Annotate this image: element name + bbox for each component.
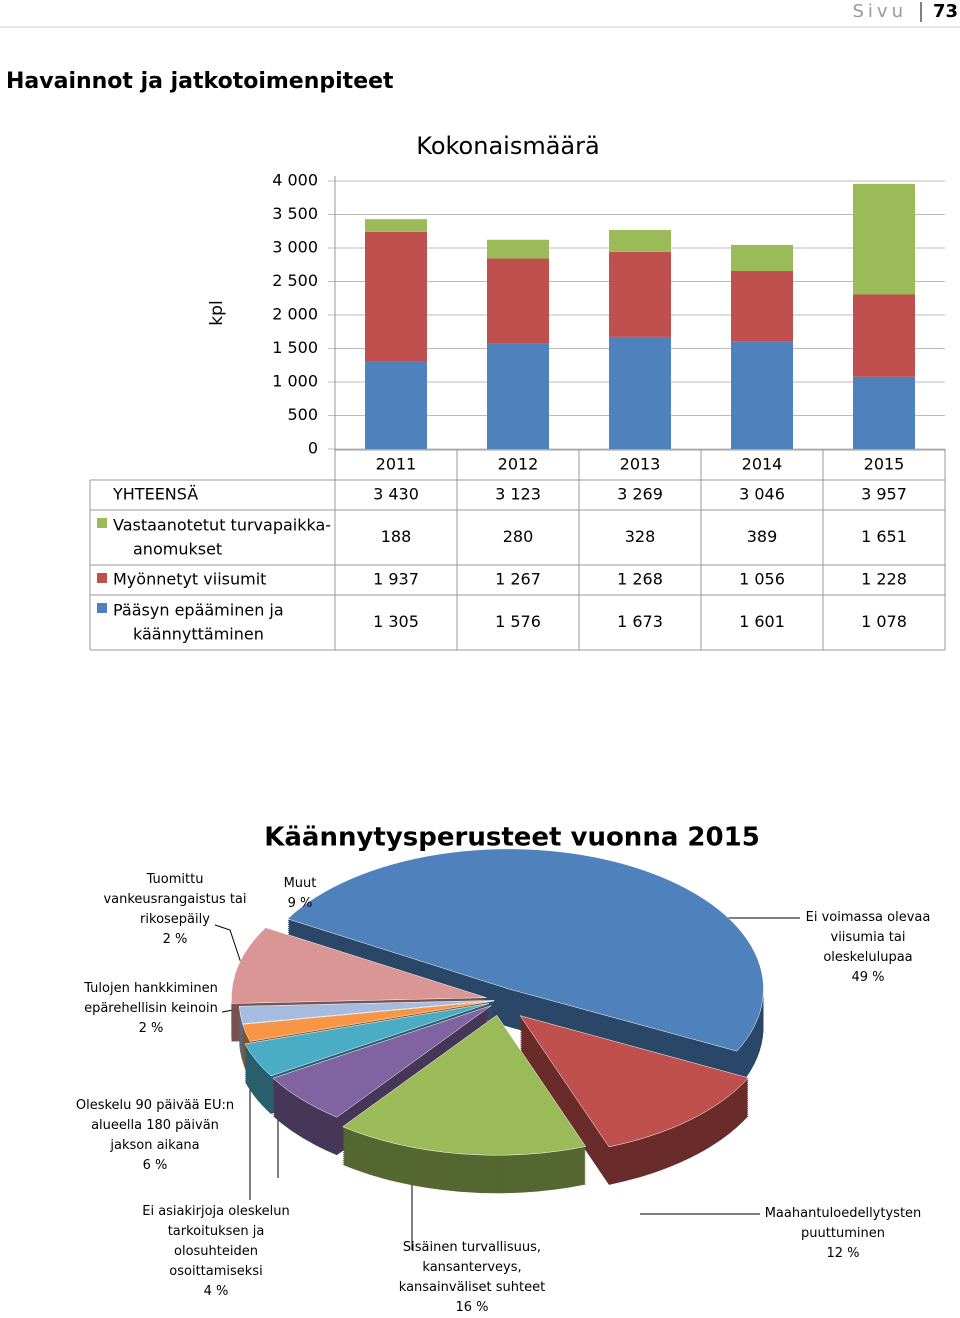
slice-value: 9 % <box>287 896 313 911</box>
bar-segment <box>365 361 427 449</box>
table-value: 3 123 <box>495 485 541 504</box>
bar-segment <box>731 270 793 342</box>
table-value: 1 576 <box>495 612 541 631</box>
chart-title: Kokonaismäärä <box>416 132 599 160</box>
bar-segment <box>487 343 549 449</box>
legend-swatch <box>97 603 107 613</box>
slice-label: Ei voimassa olevaa viisumia tai oleskelu… <box>793 908 943 988</box>
bar-segment <box>609 336 671 449</box>
table-value: 3 046 <box>739 485 785 504</box>
slice-name: Maahantuloedellytysten puuttuminen <box>764 1206 922 1241</box>
page-label: Sivu <box>853 1 908 22</box>
table-value: 188 <box>381 527 412 546</box>
slice-name: Muut <box>283 876 317 891</box>
bar-segment <box>365 231 427 362</box>
legend-entry: YHTEENSÄ <box>112 485 198 504</box>
legend-entry: Pääsyn epääminen ja käännyttäminen <box>113 600 284 643</box>
y-axis-label: kpl <box>207 300 227 325</box>
y-tick-label: 3 000 <box>272 238 318 257</box>
table-value: 1 305 <box>373 612 419 631</box>
x-tick-label: 2015 <box>864 455 905 474</box>
table-value: 1 601 <box>739 612 785 631</box>
legend-entry: Vastaanotetut turvapaikka-anomukset <box>113 515 331 558</box>
slice-value: 6 % <box>142 1158 168 1173</box>
slice-name: Tuomittu vankeusrangaistus tai rikosepäi… <box>103 872 247 927</box>
bar-segment <box>609 251 671 337</box>
legend-swatch <box>97 573 107 583</box>
y-tick-label: 2 500 <box>272 271 318 290</box>
bar-segment <box>853 376 915 449</box>
table-value: 1 056 <box>739 570 785 589</box>
slice-label: Oleskelu 90 päivää EU:n alueella 180 päi… <box>75 1096 235 1176</box>
y-tick-label: 4 000 <box>272 171 318 190</box>
pie-slice <box>342 1014 587 1156</box>
heading: Havainnot ja jatkotoimenpiteet <box>6 69 394 94</box>
slice-label: Muut 9 % <box>270 874 330 914</box>
table-value: 1 651 <box>861 527 907 546</box>
x-tick-label: 2014 <box>742 455 783 474</box>
y-tick-label: 1 000 <box>272 372 318 391</box>
bar-chart: Kokonaismäärä kpl 0 500 1 000 1 500 2 000 2 500… <box>89 132 946 651</box>
slice-value: 49 % <box>851 970 885 985</box>
table-value: 1 673 <box>617 612 663 631</box>
table-value: 389 <box>747 527 778 546</box>
legend-entry: Myönnetyt viisumit <box>113 570 266 589</box>
slice-label: Tulojen hankkiminen epärehellisin keinoi… <box>71 979 231 1039</box>
pie-slice <box>238 1000 495 1025</box>
x-tick-label: 2011 <box>376 455 417 474</box>
bar-segment <box>487 239 549 259</box>
slice-name: Sisäinen turvallisuus, kansanterveys, ka… <box>398 1240 546 1295</box>
y-tick-label: 500 <box>287 405 318 424</box>
table-value: 280 <box>503 527 534 546</box>
slice-name: Oleskelu 90 päivää EU:n alueella 180 päi… <box>75 1098 235 1153</box>
x-tick-label: 2013 <box>620 455 661 474</box>
page-number: 73 <box>933 1 958 22</box>
table-value: 1 078 <box>861 612 907 631</box>
slice-value: 12 % <box>826 1246 860 1261</box>
bar-segment <box>609 229 671 252</box>
bar-segment <box>487 258 549 344</box>
slice-label: Ei asiakirjoja oleskelun tarkoituksen ja… <box>131 1202 301 1302</box>
pie-chart: Käännytysperusteet vuonna 2015 <box>214 823 800 1250</box>
bar-segment <box>731 244 793 271</box>
table-value: 328 <box>625 527 656 546</box>
table-value: 1 268 <box>617 570 663 589</box>
bar-segment <box>731 341 793 449</box>
bar-segment <box>365 219 427 232</box>
slice-label: Tuomittu vankeusrangaistus tai rikosepäi… <box>95 870 255 950</box>
y-tick-label: 0 <box>308 439 318 458</box>
pie-slice <box>519 1015 749 1148</box>
bar-segment <box>853 183 915 295</box>
table-value: 3 430 <box>373 485 419 504</box>
slice-name: Tulojen hankkiminen epärehellisin keinoi… <box>84 981 218 1016</box>
slice-value: 2 % <box>138 1021 164 1036</box>
slice-value: 16 % <box>455 1300 489 1315</box>
table-value: 1 937 <box>373 570 419 589</box>
table-value: 3 957 <box>861 485 907 504</box>
legend-swatch <box>97 518 107 528</box>
y-tick-label: 3 500 <box>272 204 318 223</box>
y-tick-label: 2 000 <box>272 305 318 324</box>
bar-segment <box>853 294 915 377</box>
pie-slice <box>287 848 764 1052</box>
pie-slice <box>272 1005 492 1118</box>
pie-slice <box>231 927 487 1004</box>
pie-slice <box>244 1003 490 1077</box>
slice-label: Maahantuloedellytysten puuttuminen 12 % <box>753 1204 933 1264</box>
slice-value: 2 % <box>162 932 188 947</box>
pie-slice <box>242 1000 495 1042</box>
table-value: 3 269 <box>617 485 663 504</box>
y-tick-label: 1 500 <box>272 338 318 357</box>
slice-name: Ei voimassa olevaa viisumia tai oleskelu… <box>805 910 931 965</box>
slice-label: Sisäinen turvallisuus, kansanterveys, ka… <box>387 1238 557 1318</box>
slice-name: Ei asiakirjoja oleskelun tarkoituksen ja… <box>142 1204 290 1279</box>
table-value: 1 228 <box>861 570 907 589</box>
chart-title: Käännytysperusteet vuonna 2015 <box>264 823 760 853</box>
x-tick-label: 2012 <box>498 455 539 474</box>
table-value: 1 267 <box>495 570 541 589</box>
slice-value: 4 % <box>203 1284 229 1299</box>
